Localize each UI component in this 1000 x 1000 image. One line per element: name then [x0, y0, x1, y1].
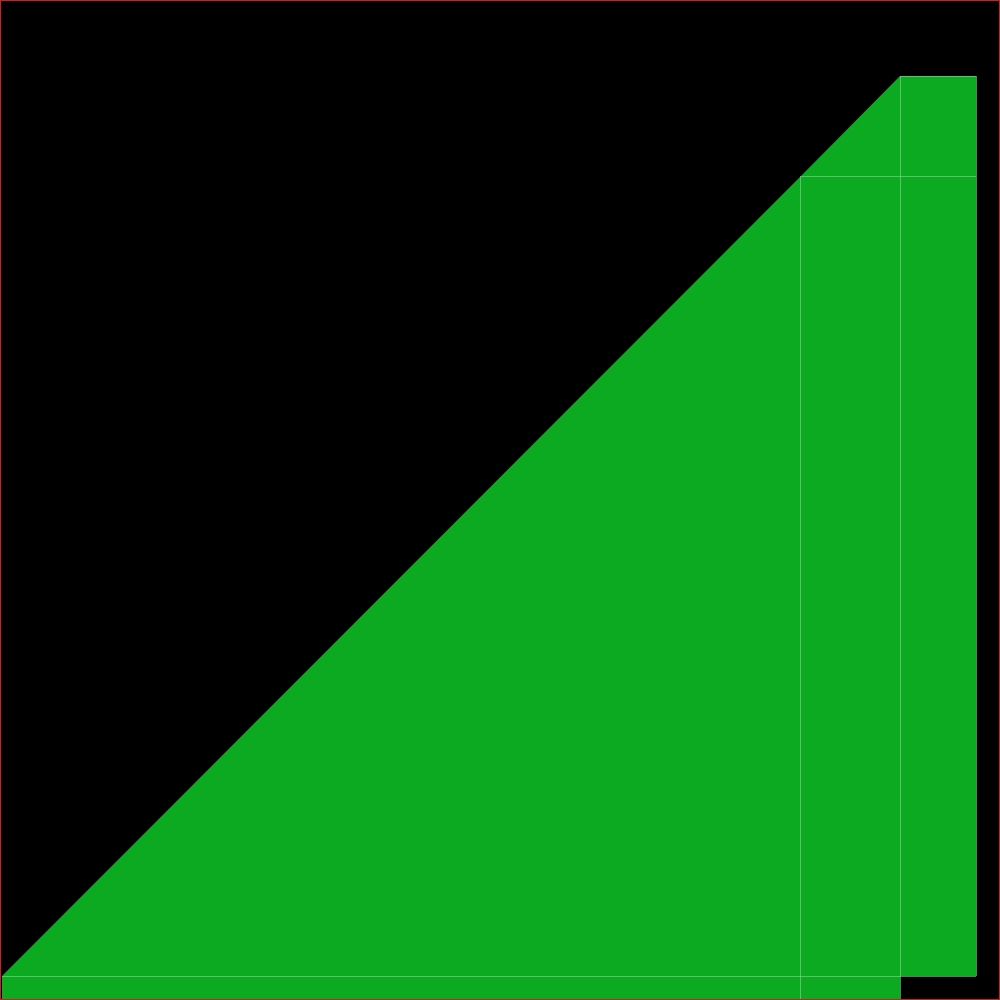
- bottom-strip: [2, 976, 900, 1000]
- top-cap-triangle: [800, 76, 900, 177]
- middle-column: [800, 177, 900, 1000]
- right-column: [900, 76, 976, 976]
- seams-layer: [2, 76, 977, 1000]
- shapes-layer: [2, 76, 976, 1000]
- main-triangle: [2, 177, 800, 976]
